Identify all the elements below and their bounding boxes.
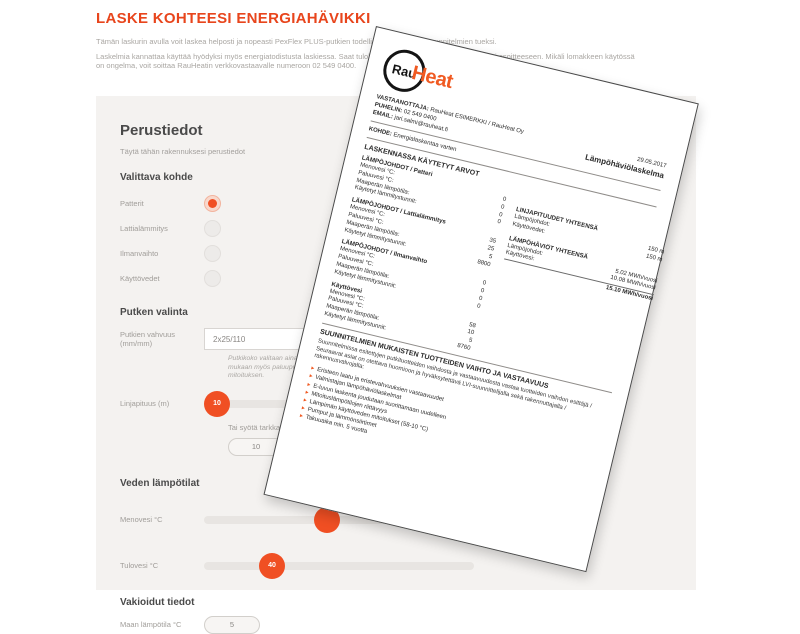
section-putken-valinta: Putken valinta — [120, 307, 188, 318]
kohde-label: KOHDE: — [368, 126, 393, 138]
form-subtitle: Täytä tähän rakennuksesi perustiedot — [120, 147, 246, 156]
radio-row-lattialammitys: Lattialämmitys — [120, 216, 696, 241]
intro-paragraph-2: Laskelmia kannattaa käyttää hyödyksi myö… — [96, 51, 635, 71]
inlet-water-row: Tulovesi °C 40 — [120, 552, 696, 579]
slider-track[interactable] — [204, 561, 474, 570]
section-veden-lampotilat: Veden lämpötilat — [120, 477, 200, 489]
inlet-water-label: Tulovesi °C — [120, 561, 159, 570]
intro-section: LASKE KOHTEESI ENERGIAHÄVIKKI Tämän lask… — [96, 10, 656, 76]
pipe-size-label: Putkien vahvuus (mm/mm) — [120, 330, 176, 348]
ground-temp-input[interactable]: 5 — [204, 615, 260, 634]
radio-row-ilmanvaihto: Ilmanvaihto — [120, 241, 696, 266]
radio-kayttovedet[interactable] — [204, 270, 221, 287]
radio-lattialammitys[interactable] — [204, 220, 221, 237]
pipe-size-help: Putkikoko valitaan aina menoputken mukaa… — [228, 355, 337, 379]
radio-ilmanvaihto[interactable] — [204, 245, 221, 262]
form-title: Perustiedot — [120, 122, 203, 139]
radio-row-kayttovedet: Käyttövedet — [120, 266, 696, 291]
exact-meters-label: Tai syötä tarkka metrimäärä — [228, 422, 321, 432]
radio-label: Lattialämmitys — [120, 224, 168, 233]
inlet-water-slider[interactable]: 40 — [204, 552, 474, 579]
values-left-column: LÄMPÖJOHDOT / Patteri Menovesi °C: 0 Palu… — [323, 154, 508, 353]
line-length-label: Linjapituus (m) — [120, 399, 170, 408]
intro-paragraph-1: Tämän laskurin avulla voit laskea helpos… — [96, 37, 497, 46]
radio-label: Ilmanvaihto — [120, 249, 159, 258]
slider-handle[interactable]: 10 — [204, 390, 230, 417]
ground-temp-label: Maan lämpötila °C — [120, 620, 182, 629]
page: LASKE KOHTEESI ENERGIAHÄVIKKI Tämän lask… — [96, 10, 699, 634]
section-vakioidut-tiedot: Vakioidut tiedot — [120, 596, 195, 608]
ground-temp-value: 5 — [229, 620, 235, 629]
ground-temp-row: Maan lämpötila °C 5 — [120, 615, 696, 634]
slider-handle[interactable]: 40 — [259, 552, 285, 579]
slider-value: 40 — [268, 562, 276, 569]
supply-water-label: Menovesi °C — [120, 515, 163, 524]
radio-label: Käyttövedet — [120, 274, 160, 283]
section-valittava-kohde: Valittava kohde — [120, 172, 193, 183]
rauheat-logo-heat-text: Heat — [409, 61, 455, 93]
slider-value: 10 — [213, 400, 221, 407]
page-title: LASKE KOHTEESI ENERGIAHÄVIKKI — [96, 10, 371, 27]
radio-label: Patterit — [120, 199, 144, 208]
pipe-size-value: 2x25/110 — [213, 334, 246, 344]
exact-meters-value: 10 — [251, 442, 261, 451]
bullet-icon: ▸ — [299, 413, 304, 420]
radio-patterit[interactable] — [204, 195, 221, 212]
radio-row-patterit: Patterit — [120, 191, 696, 216]
